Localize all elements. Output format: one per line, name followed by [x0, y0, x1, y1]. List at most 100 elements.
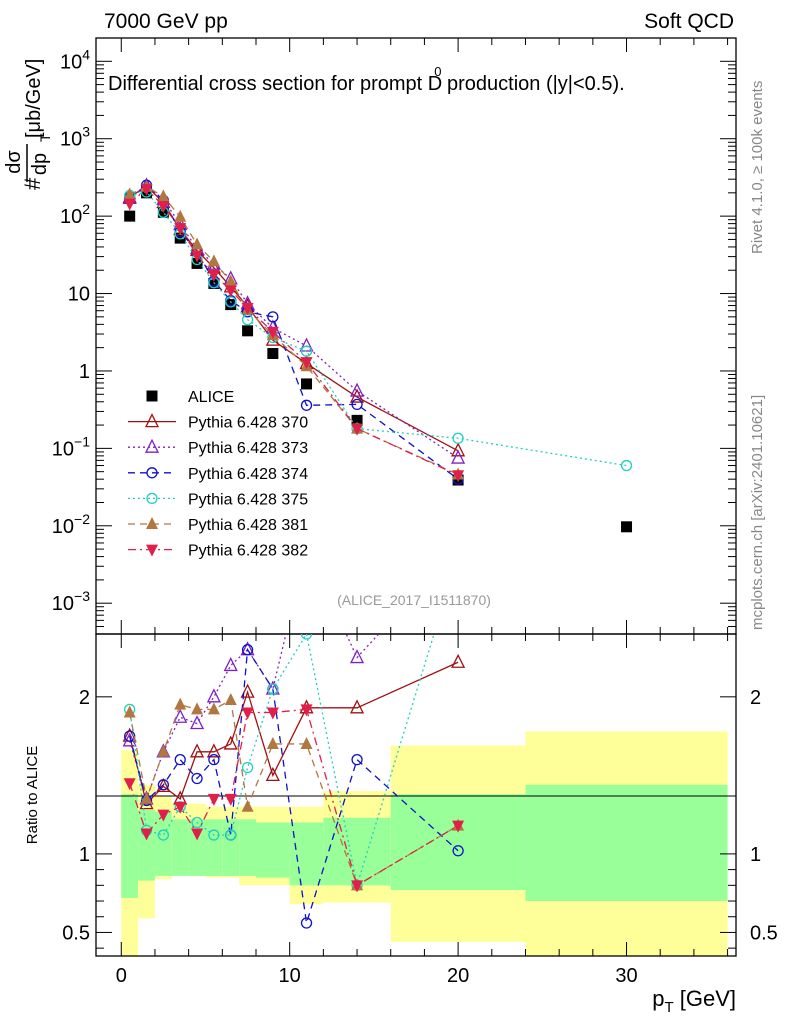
point-pythia-6-428-382-10 [351, 423, 364, 436]
point-alice-3 [174, 232, 186, 244]
legend-label-pythia-6-428-374: Pythia 6.428 374 [188, 466, 308, 483]
ratio-y-tick-label-left-2: 0.5 [62, 922, 90, 944]
band-green-7 [239, 819, 256, 876]
ratio-point-pythia-6-428-373-10 [350, 649, 365, 664]
ratio-point-pythia-6-428-382-1 [140, 828, 153, 841]
band-green-10 [323, 817, 391, 886]
point-pythia-6-428-382-3 [174, 223, 187, 236]
xlabel-units: [GeV] [674, 986, 736, 1011]
point-alice-10 [351, 414, 363, 426]
y-tick-label-5: 10−1 [52, 433, 90, 460]
y-tick-label-1: 103 [60, 124, 90, 151]
mcplots-label: mcplots.cern.ch [arXiv:2401.10621] [749, 395, 766, 630]
y-tick-label-2: 102 [60, 201, 90, 228]
point-pythia-6-428-381-0 [123, 187, 136, 200]
ylabel-denominator: dp [29, 153, 51, 175]
ratio-point-pythia-6-428-370-7 [240, 683, 255, 698]
y-tick-label-6: 10−2 [52, 511, 90, 538]
ratio-point-pythia-6-428-381-4 [191, 702, 204, 715]
point-alice-7 [242, 325, 254, 337]
ratio-point-pythia-6-428-370-8 [265, 766, 280, 782]
ratio-point-pythia-6-428-381-1 [140, 791, 153, 804]
ratio-point-pythia-6-428-381-3 [174, 697, 187, 710]
point-pythia-6-428-382-7 [241, 303, 254, 316]
legend-marker-pythia-6-428-382 [146, 544, 158, 557]
ratio-point-pythia-6-428-375-7 [241, 761, 254, 774]
ratio-point-pythia-6-428-382-7 [241, 707, 254, 720]
point-alice-12 [621, 521, 633, 533]
point-pythia-6-428-382-9 [300, 357, 313, 370]
plot-title-sup: 0 [434, 64, 441, 79]
ratio-point-pythia-6-428-370-10 [350, 699, 365, 714]
ratio-point-pythia-6-428-375-11 [453, 550, 463, 560]
ratio-point-pythia-6-428-375-8 [267, 683, 279, 695]
legend-marker-pythia-6-428-375 [146, 492, 158, 505]
series-line-pythia-6-428-381 [129, 185, 459, 476]
x-tick-label-10: 10 [279, 965, 301, 987]
plot-title: Differential cross section for prompt D0… [108, 64, 625, 95]
point-alice-0 [124, 210, 136, 222]
upper-ylabel: # dσ dp T [μb/GeV] [3, 59, 53, 190]
band-green-1 [138, 809, 155, 881]
point-pythia-6-428-382-2 [157, 201, 170, 214]
legend-marker-pythia-6-428-373 [144, 438, 160, 453]
legend-label-pythia-6-428-375: Pythia 6.428 375 [188, 491, 308, 508]
ratio-point-pythia-6-428-373-4 [190, 715, 205, 730]
ratio-point-pythia-6-428-381-2 [157, 744, 170, 757]
point-pythia-6-428-381-4 [191, 237, 204, 250]
ylabel-hash: # [20, 177, 45, 190]
ratio-point-pythia-6-428-381-7 [241, 799, 254, 812]
plot-title-main: Differential cross section for prompt D0… [108, 64, 625, 95]
point-pythia-6-428-382-4 [191, 250, 204, 263]
point-pythia-6-428-382-5 [207, 269, 220, 282]
ratio-uncertainty-bands [121, 731, 728, 956]
ratio-frame [95, 633, 737, 957]
ratio-point-pythia-6-428-375-6 [225, 829, 237, 841]
x-tick-label-20: 20 [447, 965, 469, 987]
legend-marker-pythia-6-428-370 [144, 413, 160, 428]
ratio-point-pythia-6-428-370-11 [451, 653, 466, 668]
ratio-point-pythia-6-428-374-2 [157, 779, 170, 791]
rivet-version-label: Rivet 4.1.0, ≥ 100k events [749, 81, 766, 254]
ratio-point-pythia-6-428-382-8 [266, 707, 279, 720]
ratio-point-pythia-6-428-370-2 [156, 777, 171, 793]
band-green-5 [205, 819, 223, 876]
legend-label-pythia-6-428-381: Pythia 6.428 381 [188, 517, 308, 534]
point-alice-6 [225, 299, 237, 311]
ratio-point-pythia-6-428-381-0 [123, 705, 136, 718]
point-pythia-6-428-381-6 [224, 274, 237, 287]
ratio-point-pythia-6-428-382-9 [300, 704, 313, 717]
plot-title-tail: production (|y|<0.5). [441, 73, 624, 95]
ratio-y-tick-label-left-0: 2 [79, 687, 90, 709]
ratio-point-pythia-6-428-373-6 [223, 656, 238, 672]
ratio-point-pythia-6-428-375-12 [622, 16, 632, 26]
ratio-y-tick-label-left-1: 1 [79, 844, 90, 866]
ratio-point-pythia-6-428-373-11 [452, 541, 464, 553]
ratio-point-pythia-6-428-370-5 [206, 743, 221, 758]
point-pythia-6-428-375-9 [300, 345, 313, 357]
legend-marker-pythia-6-428-381 [146, 517, 158, 529]
legend: ALICE Pythia 6.428 370 Pythia 6.428 373 Pyt… [128, 389, 308, 560]
ratio-point-pythia-6-428-370-4 [190, 743, 205, 758]
point-pythia-6-428-381-2 [157, 189, 170, 202]
ratio-point-pythia-6-428-381-5 [207, 702, 220, 715]
ratio-point-pythia-6-428-370-6 [223, 735, 238, 750]
ratio-point-pythia-6-428-381-8 [266, 736, 279, 749]
xlabel-sub: T [664, 999, 673, 1016]
analysis-label: (ALICE_2017_I1511870) [337, 592, 491, 608]
point-pythia-6-428-374-9 [300, 399, 313, 411]
ratio-point-pythia-6-428-374-5 [208, 754, 220, 766]
ratio-point-pythia-6-428-381-6 [224, 692, 237, 705]
legend-marker-alice [146, 390, 158, 402]
point-pythia-6-428-373-10 [350, 382, 365, 397]
ratio-point-pythia-6-428-382-11 [452, 820, 465, 833]
point-pythia-6-428-370-11 [451, 442, 466, 457]
ratio-point-pythia-6-428-374-11 [452, 845, 464, 857]
x-tick-label-30: 30 [615, 965, 637, 987]
ratio-point-pythia-6-428-382-10 [351, 880, 364, 893]
legend-label-alice: ALICE [188, 389, 234, 406]
ratio-point-pythia-6-428-382-5 [207, 793, 220, 806]
ratio-point-pythia-6-428-382-4 [191, 828, 204, 841]
